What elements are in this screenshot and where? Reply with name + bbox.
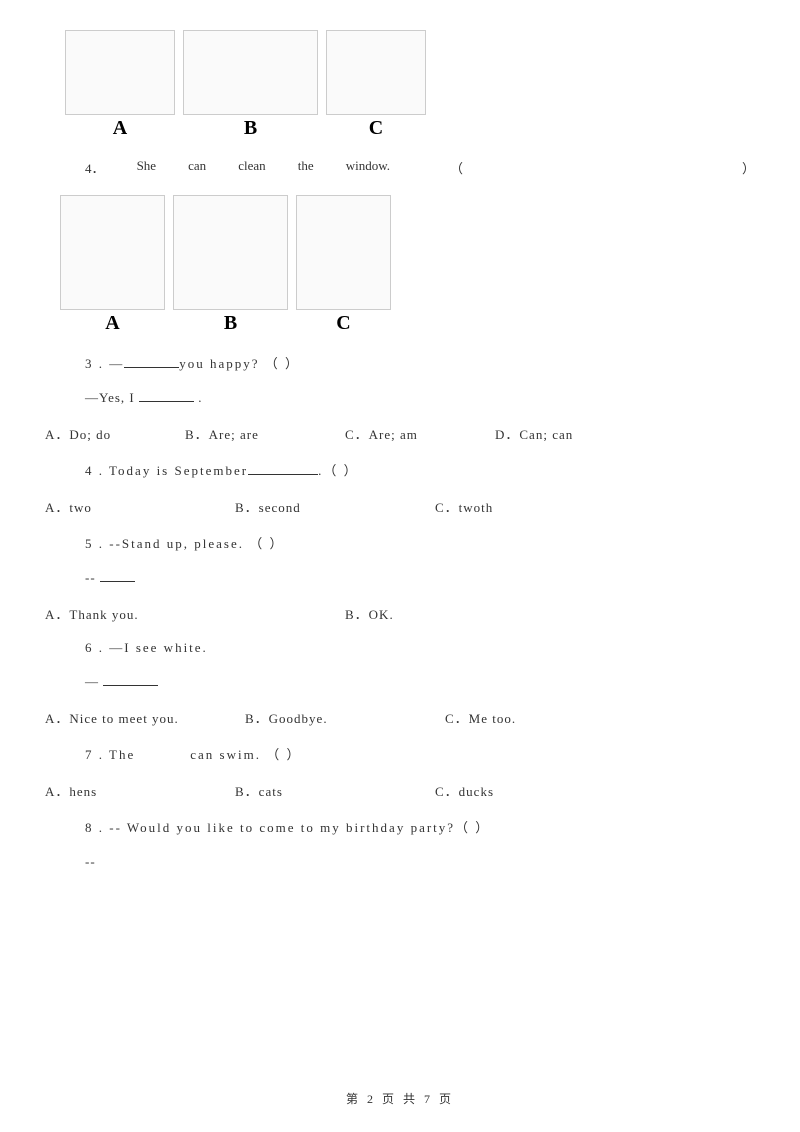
- q6-line2-prefix: —: [85, 674, 99, 689]
- paren-close: ）: [742, 158, 755, 177]
- option-b: B．second: [235, 497, 301, 516]
- image-label: B: [244, 117, 257, 140]
- option-c: C．Are; am: [345, 424, 418, 443]
- sketch-image: [60, 195, 165, 310]
- page-footer: 第 2 页 共 7 页: [0, 1090, 800, 1107]
- image-option-b: B: [173, 195, 288, 335]
- image-option-a: A: [65, 30, 175, 140]
- question-3-options: A．Do; do B．Are; are C．Are; am D．Can; can: [45, 424, 755, 442]
- blank-fill: [100, 570, 135, 582]
- sketch-image: [326, 30, 426, 115]
- sketch-image: [183, 30, 318, 115]
- image-option-c: C: [296, 195, 391, 335]
- question-7: 7 . The can swim. （ ）: [85, 744, 755, 763]
- blank-fill: [139, 390, 194, 402]
- question-6-options: A．Nice to meet you. B．Goodbye. C．Me too.: [45, 708, 755, 726]
- option-a: A．Do; do: [45, 424, 111, 443]
- q3-rest: you happy? （ ）: [179, 353, 300, 372]
- option-a: A．hens: [45, 781, 97, 800]
- option-c: C．twoth: [435, 497, 493, 516]
- sketch-image: [173, 195, 288, 310]
- sketch-image: [296, 195, 391, 310]
- option-b: B．cats: [235, 781, 283, 800]
- option-c: C．ducks: [435, 781, 494, 800]
- paren-open: （: [450, 158, 463, 177]
- image-label: C: [336, 312, 350, 335]
- question-6-line2: —: [85, 674, 755, 690]
- q-word: can: [188, 158, 206, 177]
- q-word: the: [298, 158, 314, 177]
- question-5-options: A．Thank you. B．OK.: [45, 604, 755, 622]
- q7-prefix: 7 . The: [85, 747, 135, 763]
- question-7-options: A．hens B．cats C．ducks: [45, 781, 755, 799]
- option-b: B．OK.: [345, 604, 394, 623]
- q-num: 4．: [85, 158, 105, 177]
- q8-text: 8 . -- Would you like to come to my birt…: [85, 817, 490, 836]
- option-b: B．Goodbye.: [245, 708, 328, 727]
- image-row-2: A B C: [60, 195, 755, 335]
- q3-line2-suffix: .: [198, 390, 202, 405]
- option-d: D．Can; can: [495, 424, 573, 443]
- question-3: 3 . — you happy? （ ）: [85, 353, 755, 372]
- sketch-image: [65, 30, 175, 115]
- image-row-1: A B C: [65, 30, 755, 140]
- option-a: A．Nice to meet you.: [45, 708, 179, 727]
- q6-text: 6 . —I see white.: [85, 640, 208, 656]
- image-label: A: [113, 117, 127, 140]
- image-option-c: C: [326, 30, 426, 140]
- q3-prefix: 3 . —: [85, 356, 124, 372]
- option-b: B．Are; are: [185, 424, 259, 443]
- image-label: B: [224, 312, 237, 335]
- q4-prefix: 4 . Today is September: [85, 463, 248, 479]
- q-word: clean: [238, 158, 265, 177]
- question-3-line2: —Yes, I .: [85, 390, 755, 406]
- q3-line2-prefix: —Yes, I: [85, 390, 139, 405]
- option-c: C．Me too.: [445, 708, 516, 727]
- question-4-image: 4． She can clean the window. （ ）: [85, 158, 755, 177]
- question-4: 4 . Today is September .（ ）: [85, 460, 755, 479]
- question-8-line2: --: [85, 854, 755, 870]
- question-4-options: A．two B．second C．twoth: [45, 497, 755, 515]
- option-a: A．two: [45, 497, 92, 516]
- image-option-b: B: [183, 30, 318, 140]
- question-8: 8 . -- Would you like to come to my birt…: [85, 817, 755, 836]
- q5-line2: --: [85, 570, 100, 585]
- q-word: She: [137, 158, 157, 177]
- blank-fill: [124, 356, 179, 368]
- blank-fill: [248, 463, 318, 475]
- blank-fill: [103, 674, 158, 686]
- question-6: 6 . —I see white.: [85, 640, 755, 656]
- option-a: A．Thank you.: [45, 604, 139, 623]
- question-5: 5 . --Stand up, please. （ ）: [85, 533, 755, 552]
- image-label: A: [105, 312, 119, 335]
- question-5-line2: --: [85, 570, 755, 586]
- q5-text: 5 . --Stand up, please. （ ）: [85, 533, 285, 552]
- q8-line2: --: [85, 854, 96, 869]
- image-label: C: [369, 117, 383, 140]
- q4-suffix: .（ ）: [318, 460, 359, 479]
- image-option-a: A: [60, 195, 165, 335]
- q-word: window.: [346, 158, 390, 177]
- q7-suffix: can swim. （ ）: [190, 744, 301, 763]
